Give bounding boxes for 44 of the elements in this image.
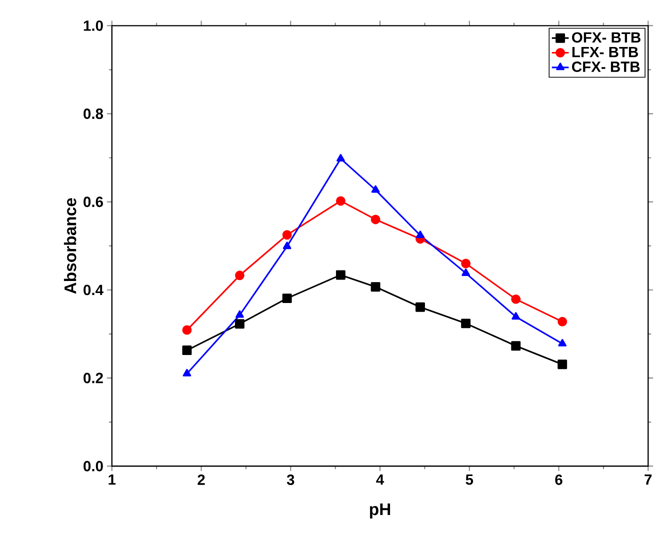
point xyxy=(558,338,567,346)
point xyxy=(282,242,292,250)
x-tick-label: 2 xyxy=(198,474,205,485)
y-tick-label: 0.8 xyxy=(84,108,104,119)
point xyxy=(182,325,192,335)
point xyxy=(511,294,521,304)
point xyxy=(236,310,244,318)
point xyxy=(234,270,244,280)
point xyxy=(182,346,192,355)
y-tick-label: 0.6 xyxy=(84,196,103,208)
point xyxy=(234,319,244,329)
x-tick-label: 1 xyxy=(108,474,116,485)
point xyxy=(558,360,568,370)
point xyxy=(461,258,471,268)
y-tick-label: 0.2 xyxy=(84,372,103,384)
point xyxy=(462,268,470,276)
point xyxy=(282,230,292,240)
x-tick-label: 5 xyxy=(466,474,474,485)
point xyxy=(182,368,192,376)
point xyxy=(370,282,380,292)
x-tick-label: 7 xyxy=(644,474,652,485)
legend-label: LFX- BTB xyxy=(572,46,638,58)
point xyxy=(416,230,424,238)
point xyxy=(336,270,346,280)
point xyxy=(336,154,345,162)
y-tick-label: 0.4 xyxy=(84,284,104,296)
point xyxy=(558,316,568,326)
legend-label: CFX- BTB xyxy=(572,61,640,72)
y-tick-label: 1.0 xyxy=(84,20,103,31)
point xyxy=(282,294,292,304)
x-tick-label: 4 xyxy=(376,474,384,485)
point xyxy=(461,318,471,328)
point xyxy=(370,214,380,224)
legend-label: OFX- BTB xyxy=(572,32,640,43)
y-tick-label: 0.0 xyxy=(84,460,103,472)
point xyxy=(371,185,380,193)
point xyxy=(512,312,520,320)
point xyxy=(511,341,521,351)
x-tick-label: 6 xyxy=(555,474,562,485)
y-axis-title: Absorbance xyxy=(64,198,76,294)
x-tick-label: 3 xyxy=(286,474,294,485)
point xyxy=(416,302,425,312)
point xyxy=(336,196,346,206)
x-axis-title: pH xyxy=(370,504,390,518)
